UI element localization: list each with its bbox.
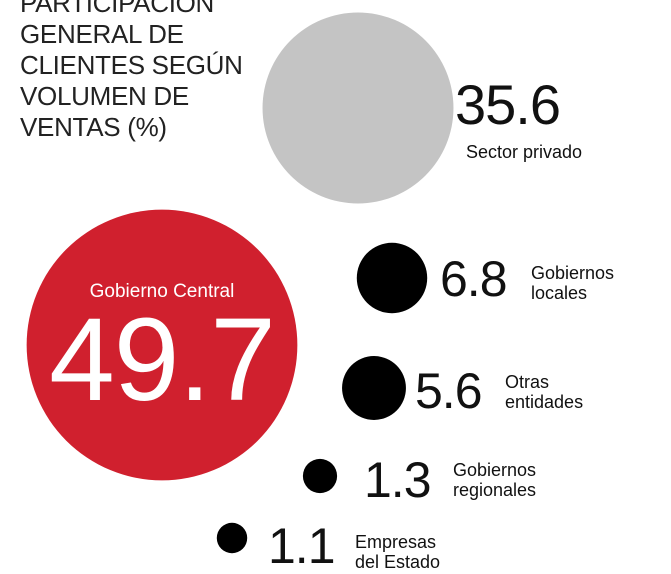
bubble — [356, 242, 428, 314]
bubble — [216, 522, 248, 554]
category-label: Gobierno Central — [89, 281, 235, 302]
category-label: Empresas del Estado — [355, 532, 441, 572]
category-label: Sector privado — [466, 142, 583, 162]
chart-title: PARTICIPACIÓN GENERAL DE CLIENTES SEGÚN … — [20, 0, 243, 142]
value-label: 6.8 — [440, 251, 508, 307]
value-label: 1.3 — [364, 452, 432, 508]
bubble — [26, 209, 298, 481]
bubble — [302, 458, 338, 494]
category-label: Gobiernos regionales — [453, 460, 537, 500]
value-label: 49.7 — [49, 294, 276, 426]
bubble — [342, 356, 406, 420]
value-label: 1.1 — [268, 518, 336, 574]
bubble — [262, 12, 454, 204]
value-label: 5.6 — [415, 363, 483, 419]
category-label: Gobiernos locales — [531, 263, 615, 303]
category-label: Otras entidades — [505, 372, 584, 412]
value-label: 35.6 — [455, 73, 561, 136]
